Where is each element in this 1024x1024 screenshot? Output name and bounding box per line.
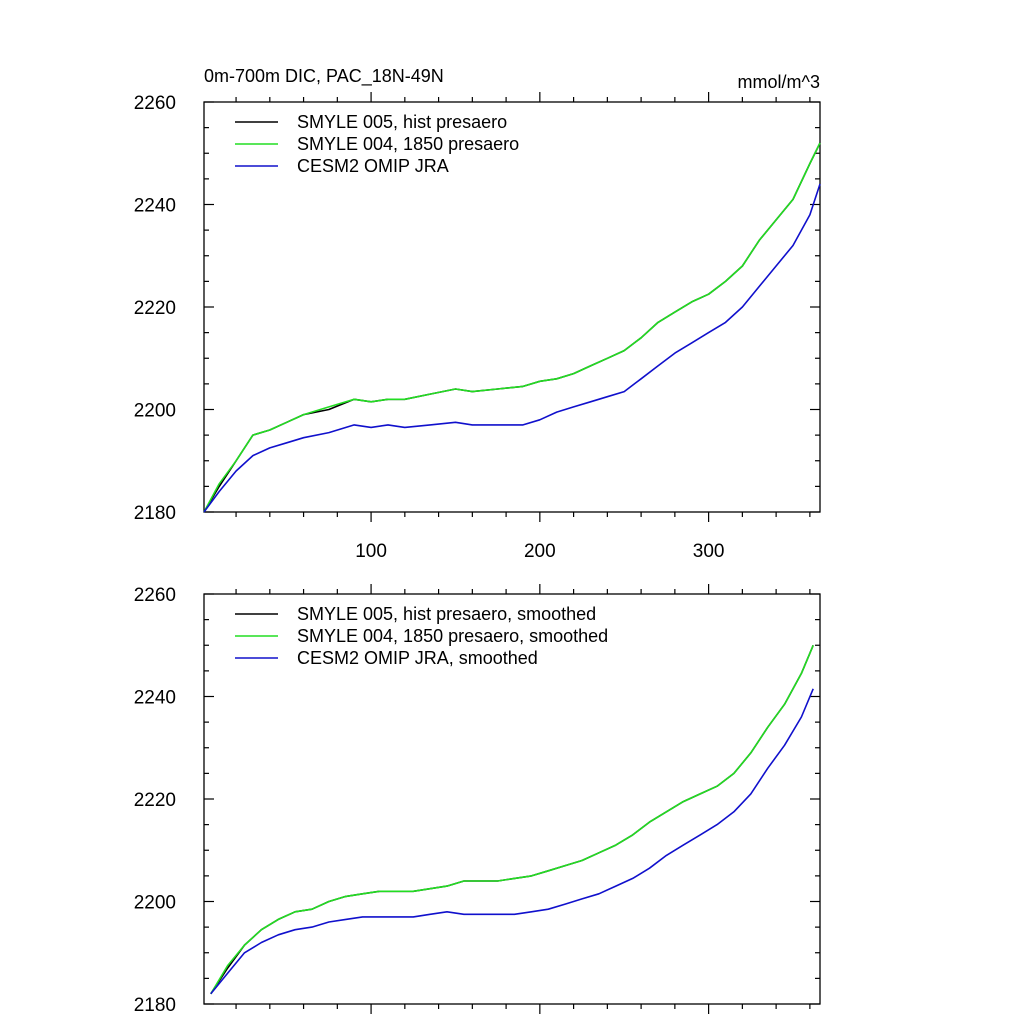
- units-label: mmol/m^3: [738, 72, 820, 92]
- legend-label-2: CESM2 OMIP JRA, smoothed: [297, 648, 538, 668]
- series-line-1: [210, 644, 814, 995]
- legend-label-1: SMYLE 004, 1850 presaero, smoothed: [297, 626, 608, 646]
- y-tick-label: 2220: [134, 298, 176, 319]
- y-tick-label: 2220: [134, 790, 176, 811]
- y-tick-label: 2260: [134, 585, 176, 606]
- bottom-panel: 2180 2200 2220 2240 2260 SMYLE 005, hist pres…: [134, 584, 821, 1016]
- y-tick-label: 2240: [134, 196, 176, 217]
- legend-label-0: SMYLE 005, hist presaero, smoothed: [297, 604, 596, 624]
- y-tick-label: 2180: [134, 503, 176, 524]
- series-line-0: [203, 142, 821, 513]
- y-tick-label: 2200: [134, 401, 176, 422]
- series-line-2: [210, 688, 814, 995]
- top-panel: 2180 2200 2220 2240 2260 100 200 300 SMYLE 005, …: [134, 92, 821, 562]
- series-line-1: [203, 142, 821, 513]
- y-tick-label: 2180: [134, 995, 176, 1016]
- x-tick-label: 100: [355, 541, 387, 562]
- y-tick-label: 2240: [134, 688, 176, 709]
- x-tick-label: 300: [693, 541, 725, 562]
- x-tick-label: 200: [524, 541, 556, 562]
- y-tick-label: 2260: [134, 93, 176, 114]
- legend-label-1: SMYLE 004, 1850 presaero: [297, 134, 519, 154]
- y-tick-label: 2200: [134, 893, 176, 914]
- chart-title: 0m-700m DIC, PAC_18N-49N: [204, 66, 444, 87]
- legend-label-0: SMYLE 005, hist presaero: [297, 112, 507, 132]
- legend-label-2: CESM2 OMIP JRA: [297, 156, 449, 176]
- series-line-2: [203, 183, 821, 513]
